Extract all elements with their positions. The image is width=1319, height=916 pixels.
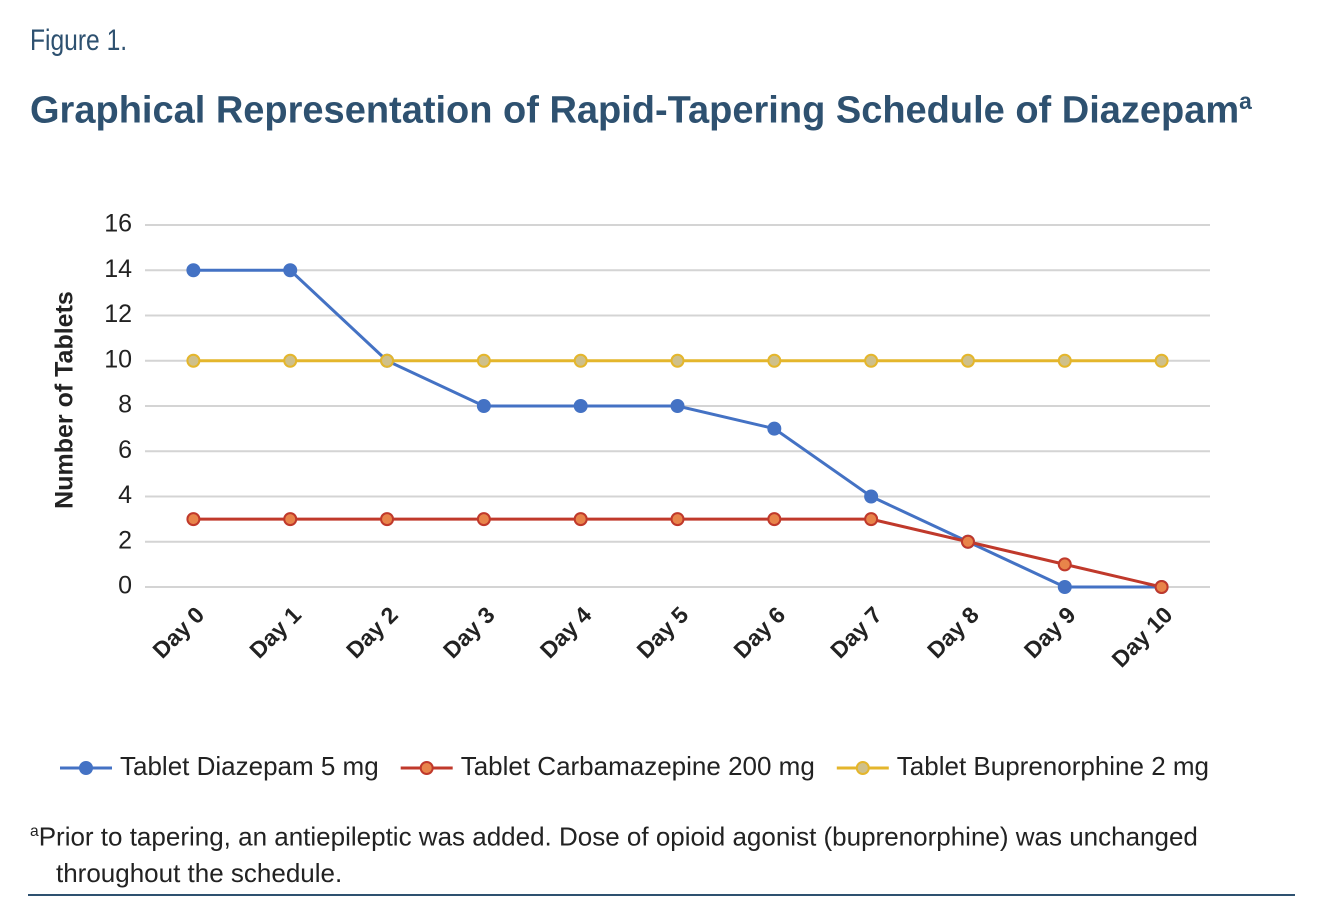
chart-title: Graphical Representation of Rapid-Taperi… [30,78,1280,134]
figure-label: Figure 1. [30,24,128,57]
legend-label: Tablet Diazepam 5 mg [120,751,379,781]
x-tick-label: Day 0 [147,601,209,663]
data-point [186,263,201,278]
data-point [960,534,975,549]
data-point [960,353,975,368]
y-tick-label: 10 [104,345,132,373]
data-point [380,512,395,527]
data-point [476,353,491,368]
y-tick-label: 4 [118,481,132,509]
data-point [767,421,782,436]
footnote-text: Prior to tapering, an antiepileptic was … [38,821,1198,888]
title-text: Graphical Representation of Rapid-Taperi… [30,89,1240,132]
series-line [193,268,1162,589]
x-tick-label: Day 5 [632,601,694,663]
data-point [1154,580,1169,594]
title-superscript: a [1239,88,1252,114]
data-point [864,353,879,368]
chart: Number of Tablets 0 2 4 6 8 10 12 14 16 Day 0 Day … [51,210,1210,781]
x-tick-label: Day 4 [535,601,597,663]
y-tick-label: 16 [104,210,132,238]
footnote: aPrior to tapering, an antiepileptic was… [30,814,1236,891]
data-point [767,512,782,527]
data-point [186,512,201,527]
x-tick-label: Day 1 [244,601,306,663]
bottom-rule [28,894,1295,896]
legend-marker [79,761,93,775]
y-tick-label: 14 [104,255,132,283]
data-point [767,353,782,368]
x-tick-label: Day 10 [1107,601,1178,672]
y-tick-label: 8 [118,391,132,419]
y-axis-label: Number of Tablets [51,291,79,509]
footnote-marker: a [30,823,39,840]
data-point [186,353,201,368]
data-point [283,263,298,278]
y-tick-label: 0 [118,572,132,600]
legend-marker [855,761,870,775]
data-point [1057,353,1072,368]
data-point [864,489,879,504]
data-point [380,353,395,368]
x-tick-label: Day 3 [438,601,500,663]
data-point [283,512,298,527]
x-tick-label: Day 2 [341,601,403,663]
data-point [476,399,491,413]
data-point [1057,580,1072,594]
x-tick-label: Day 6 [728,601,790,663]
x-tick-label: Day 9 [1019,601,1081,663]
y-tick-label: 6 [118,436,132,464]
x-tick-label: Day 7 [825,601,887,663]
data-point [573,512,588,527]
data-point [573,353,588,368]
series-line [193,517,1162,589]
legend-marker [419,761,434,775]
legend-label: Tablet Buprenorphine 2 mg [897,751,1209,781]
data-point [1154,353,1169,368]
data-point [573,399,588,413]
data-point [670,399,685,413]
data-point [1057,557,1072,572]
data-point [283,353,298,368]
data-point [476,512,491,527]
y-tick-label: 12 [104,300,132,328]
data-point [670,353,685,368]
x-tick-label: Day 8 [922,601,984,663]
y-tick-label: 2 [118,526,132,554]
data-point [864,512,879,527]
data-point [670,512,685,527]
legend-label: Tablet Carbamazepine 200 mg [461,751,815,781]
